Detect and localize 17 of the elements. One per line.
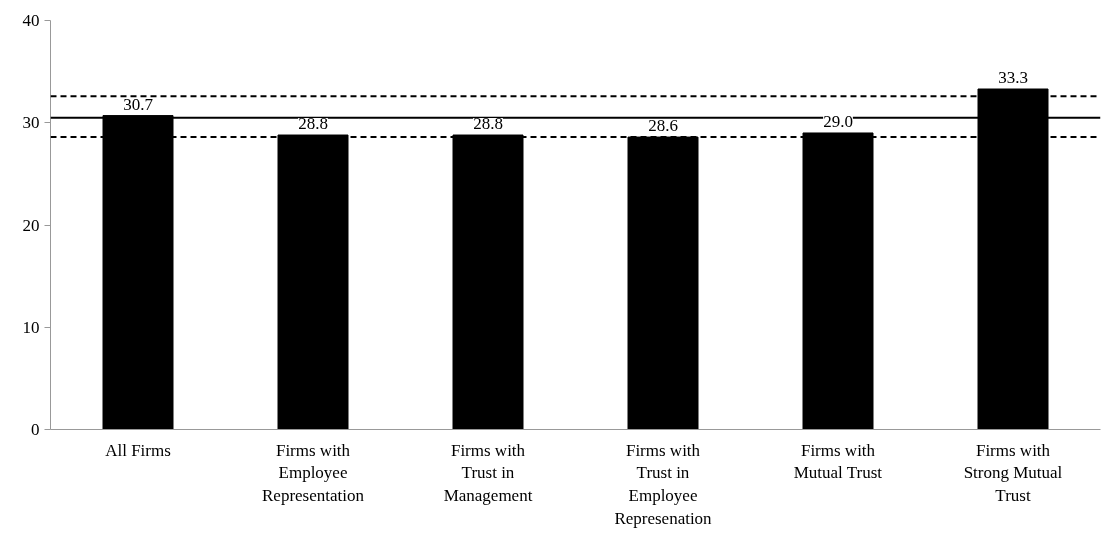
x-tick-label: All Firms [105,440,171,460]
y-tick-label: 40 [22,11,40,30]
data-label: 28.6 [648,116,678,136]
y-tick-label: 20 [22,215,40,235]
y-tick-label: 10 [22,317,40,337]
x-tick-label: Firms with Trust in Management [443,440,533,506]
x-tick-label: Firms with Trust in Employee Represenation [614,440,713,528]
data-label: 28.8 [298,114,328,134]
data-label: 29.0 [823,111,853,131]
data-label: 28.8 [473,114,503,134]
data-label: 30.7 [123,94,154,114]
data-label: 33.3 [998,68,1028,88]
x-tick-label: Firms with Mutual Trust [793,440,883,483]
x-tick-label: Firms with Strong Mutual Trust [963,440,1063,506]
x-tick-label: Firms with Employee Representation [262,440,365,506]
y-tick-label: 0 [31,420,40,439]
y-tick-label: 30 [22,113,40,133]
